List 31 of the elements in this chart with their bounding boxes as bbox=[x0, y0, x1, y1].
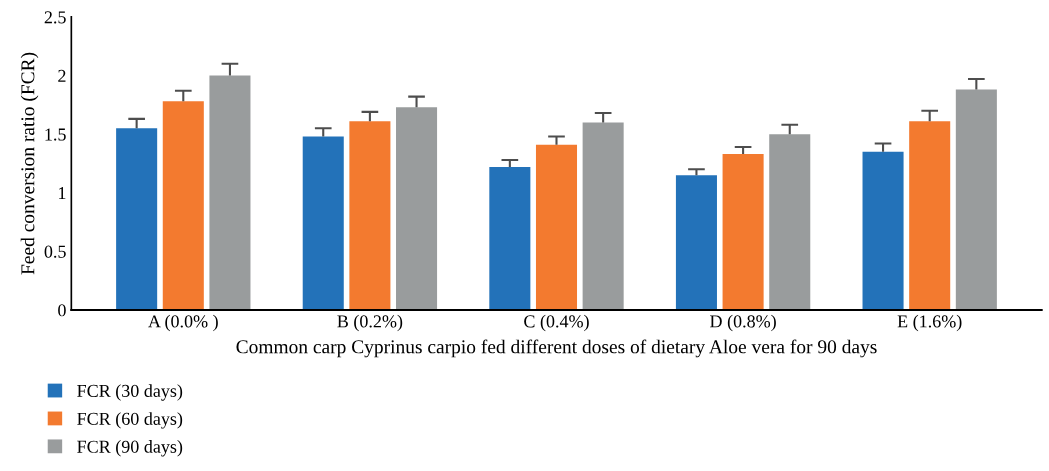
bar bbox=[302, 136, 344, 310]
bar bbox=[722, 154, 764, 310]
bar bbox=[582, 122, 624, 310]
legend-label: FCR (30 days) bbox=[77, 384, 183, 401]
bar bbox=[209, 75, 251, 310]
x-tick-label: E (1.6%) bbox=[897, 314, 962, 332]
bar bbox=[162, 101, 204, 310]
bar bbox=[535, 144, 578, 310]
x-tick-label: D (0.8%) bbox=[710, 314, 776, 332]
bar bbox=[909, 121, 951, 310]
bar bbox=[489, 166, 531, 310]
bar bbox=[396, 107, 438, 310]
bar bbox=[955, 89, 997, 310]
x-tick-label: C (0.4%) bbox=[524, 314, 589, 332]
y-tick-label: 1 bbox=[59, 187, 66, 199]
x-tick-label: B (0.2%) bbox=[337, 314, 403, 332]
legend-label: FCR (60 days) bbox=[77, 412, 183, 429]
bar bbox=[862, 151, 904, 310]
y-tick-label: 0.5 bbox=[44, 245, 66, 258]
y-axis-title: Feed conversion ratio (FCR) bbox=[20, 52, 39, 275]
bar bbox=[116, 128, 158, 310]
x-tick-label: A (0.0% ) bbox=[148, 314, 218, 332]
y-tick-label: 2.5 bbox=[44, 11, 66, 24]
bar bbox=[349, 121, 391, 310]
bar bbox=[675, 175, 717, 310]
y-tick-label: 2 bbox=[58, 69, 66, 82]
x-axis-title: Common carp Cyprinus carpio fed different doses of dietary Aloe vera for 90 days bbox=[236, 339, 877, 358]
y-tick-label: 1.5 bbox=[45, 128, 66, 141]
y-tick-label: 0 bbox=[58, 304, 66, 317]
legend-label: FCR (90 days) bbox=[77, 440, 183, 457]
bar bbox=[769, 134, 811, 310]
